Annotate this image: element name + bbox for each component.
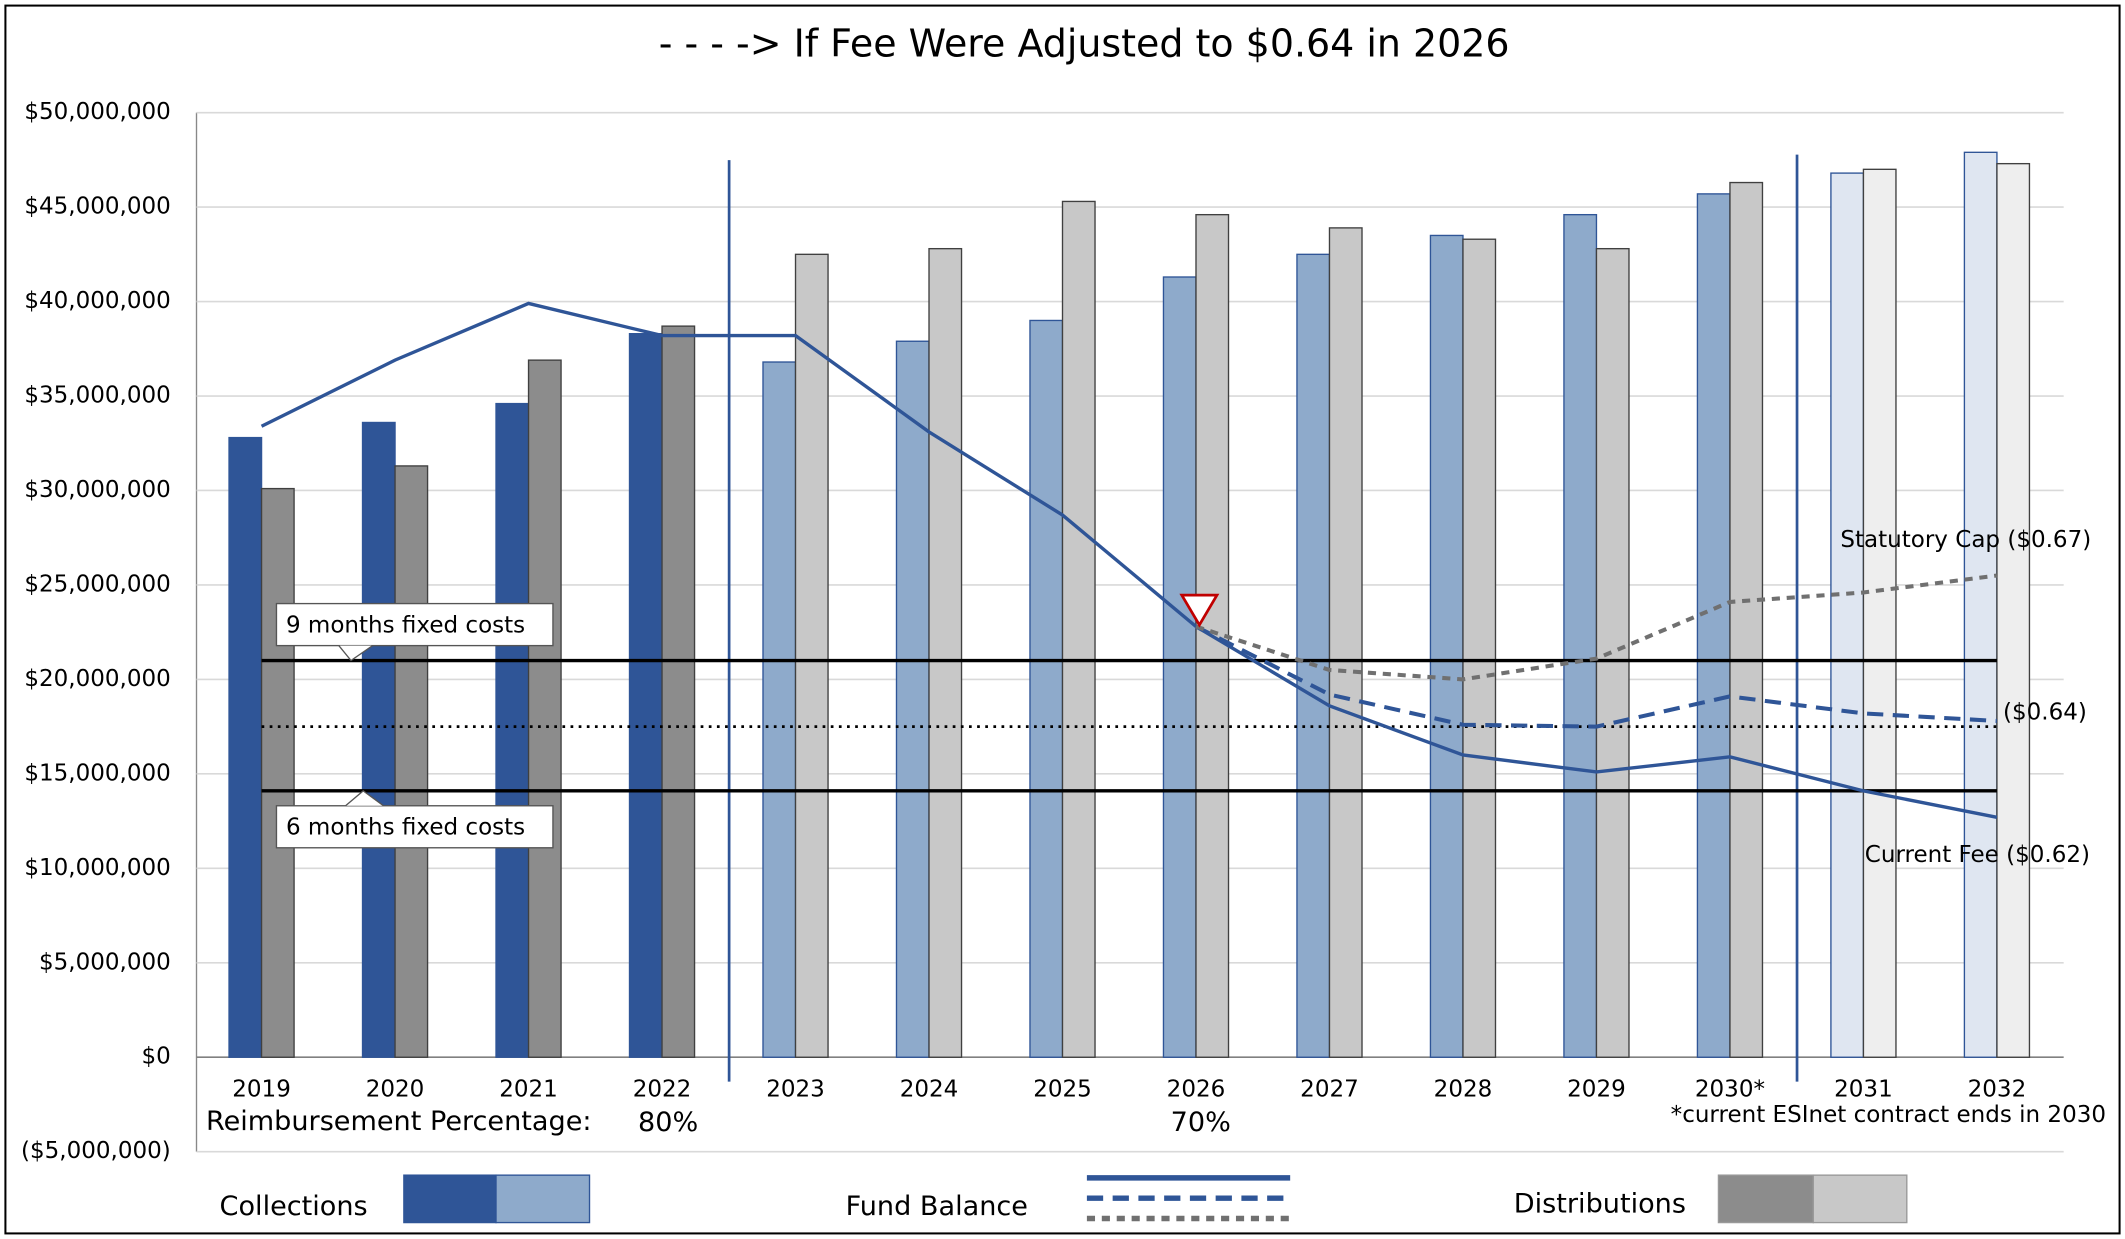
y-tick-label: $15,000,000 [24, 760, 170, 786]
series-label: Current Fee ($0.62) [1865, 842, 2090, 868]
y-tick-label: $0 [141, 1044, 170, 1070]
legend-swatch [1717, 1174, 1814, 1224]
legend-label: Fund Balance [846, 1191, 1028, 1222]
lines: Current Fee ($0.62) ($0.64) Statutory Cap … [260, 301, 2091, 868]
bar [1696, 193, 1731, 1058]
callout-label: 9 months fixed costs [286, 612, 525, 638]
y-tick-label: ($5,000,000) [21, 1138, 171, 1164]
bar [1029, 319, 1064, 1058]
fund-balance-line [1195, 624, 1998, 729]
bars [228, 151, 2031, 1058]
x-tick-label: 2031 [1834, 1076, 1893, 1102]
callout-label: 6 months fixed costs [286, 815, 525, 841]
legend [403, 1174, 1908, 1224]
bar [1595, 247, 1630, 1058]
y-tick-label: $45,000,000 [24, 194, 170, 220]
bar [661, 325, 696, 1058]
legend-swatch [403, 1174, 497, 1224]
callout-pointer [338, 645, 374, 662]
bar [1862, 168, 1897, 1058]
x-tick-label: 2019 [232, 1076, 291, 1102]
bar [1963, 151, 1998, 1058]
x-tick-label: 2032 [1968, 1076, 2027, 1102]
bar [895, 340, 930, 1058]
y-tick-label: $5,000,000 [39, 949, 171, 975]
bar [527, 359, 562, 1058]
x-tick-label: 2028 [1434, 1076, 1493, 1102]
x-tick-label: 2021 [499, 1076, 558, 1102]
y-tick-label: $40,000,000 [24, 288, 170, 314]
x-tick-label: 2025 [1033, 1076, 1092, 1102]
bar [762, 361, 797, 1058]
y-tick-label: $10,000,000 [24, 855, 170, 881]
y-tick-label: $30,000,000 [24, 477, 170, 503]
legend-swatch [1812, 1174, 1908, 1224]
y-tick-label: $35,000,000 [24, 383, 170, 409]
x-tick-label: 2029 [1567, 1076, 1626, 1102]
x-tick-label: 2023 [766, 1076, 825, 1102]
x-tick-label: 2030* [1695, 1076, 1765, 1102]
footnote: *current ESInet contract ends in 2030 [1671, 1102, 2106, 1128]
series-label: Statutory Cap ($0.67) [1840, 527, 2091, 553]
bar [228, 436, 263, 1058]
bar [1563, 213, 1598, 1058]
y-tick-label: $25,000,000 [24, 571, 170, 597]
bar [1061, 200, 1096, 1058]
legend-label: Distributions [1514, 1188, 1686, 1219]
legend-label: Collections [220, 1191, 368, 1222]
legend-swatch [495, 1174, 591, 1224]
bar [394, 465, 429, 1058]
bar [1729, 181, 1764, 1058]
bar [361, 421, 396, 1058]
x-tick-label: 2022 [633, 1076, 692, 1102]
fund-balance-line [1195, 573, 1998, 682]
x-tick-label: 2020 [366, 1076, 425, 1102]
bar [1830, 172, 1865, 1058]
reimbursement-value: 70% [1171, 1107, 1231, 1138]
bar [1462, 238, 1497, 1058]
reimbursement-value: 80% [638, 1107, 698, 1138]
marker-triangle [1179, 593, 1220, 628]
bar [495, 402, 530, 1058]
bar [928, 247, 963, 1058]
reimbursement-label: Reimbursement Percentage: [206, 1106, 592, 1137]
bar [1328, 227, 1363, 1058]
bar [794, 253, 829, 1058]
series-label: ($0.64) [2003, 699, 2087, 725]
bar [1162, 276, 1197, 1058]
y-tick-label: $50,000,000 [24, 99, 170, 125]
bar [1429, 234, 1464, 1058]
bar [1996, 162, 2031, 1058]
x-tick-label: 2027 [1300, 1076, 1359, 1102]
x-tick-label: 2024 [900, 1076, 959, 1102]
callout-box [275, 602, 554, 647]
x-tick-label: 2026 [1167, 1076, 1226, 1102]
bar [260, 487, 295, 1058]
y-tick-label: $20,000,000 [24, 666, 170, 692]
fund-balance-line [260, 301, 1998, 819]
chart-title: - - - -> If Fee Were Adjusted to $0.64 i… [659, 22, 1510, 66]
callout-box [275, 805, 554, 849]
callout-pointer [345, 790, 384, 807]
reference-lines: 9 months fixed costs 6 months fixed costs [261, 602, 1997, 849]
bar [1296, 253, 1331, 1058]
bar [628, 333, 663, 1058]
